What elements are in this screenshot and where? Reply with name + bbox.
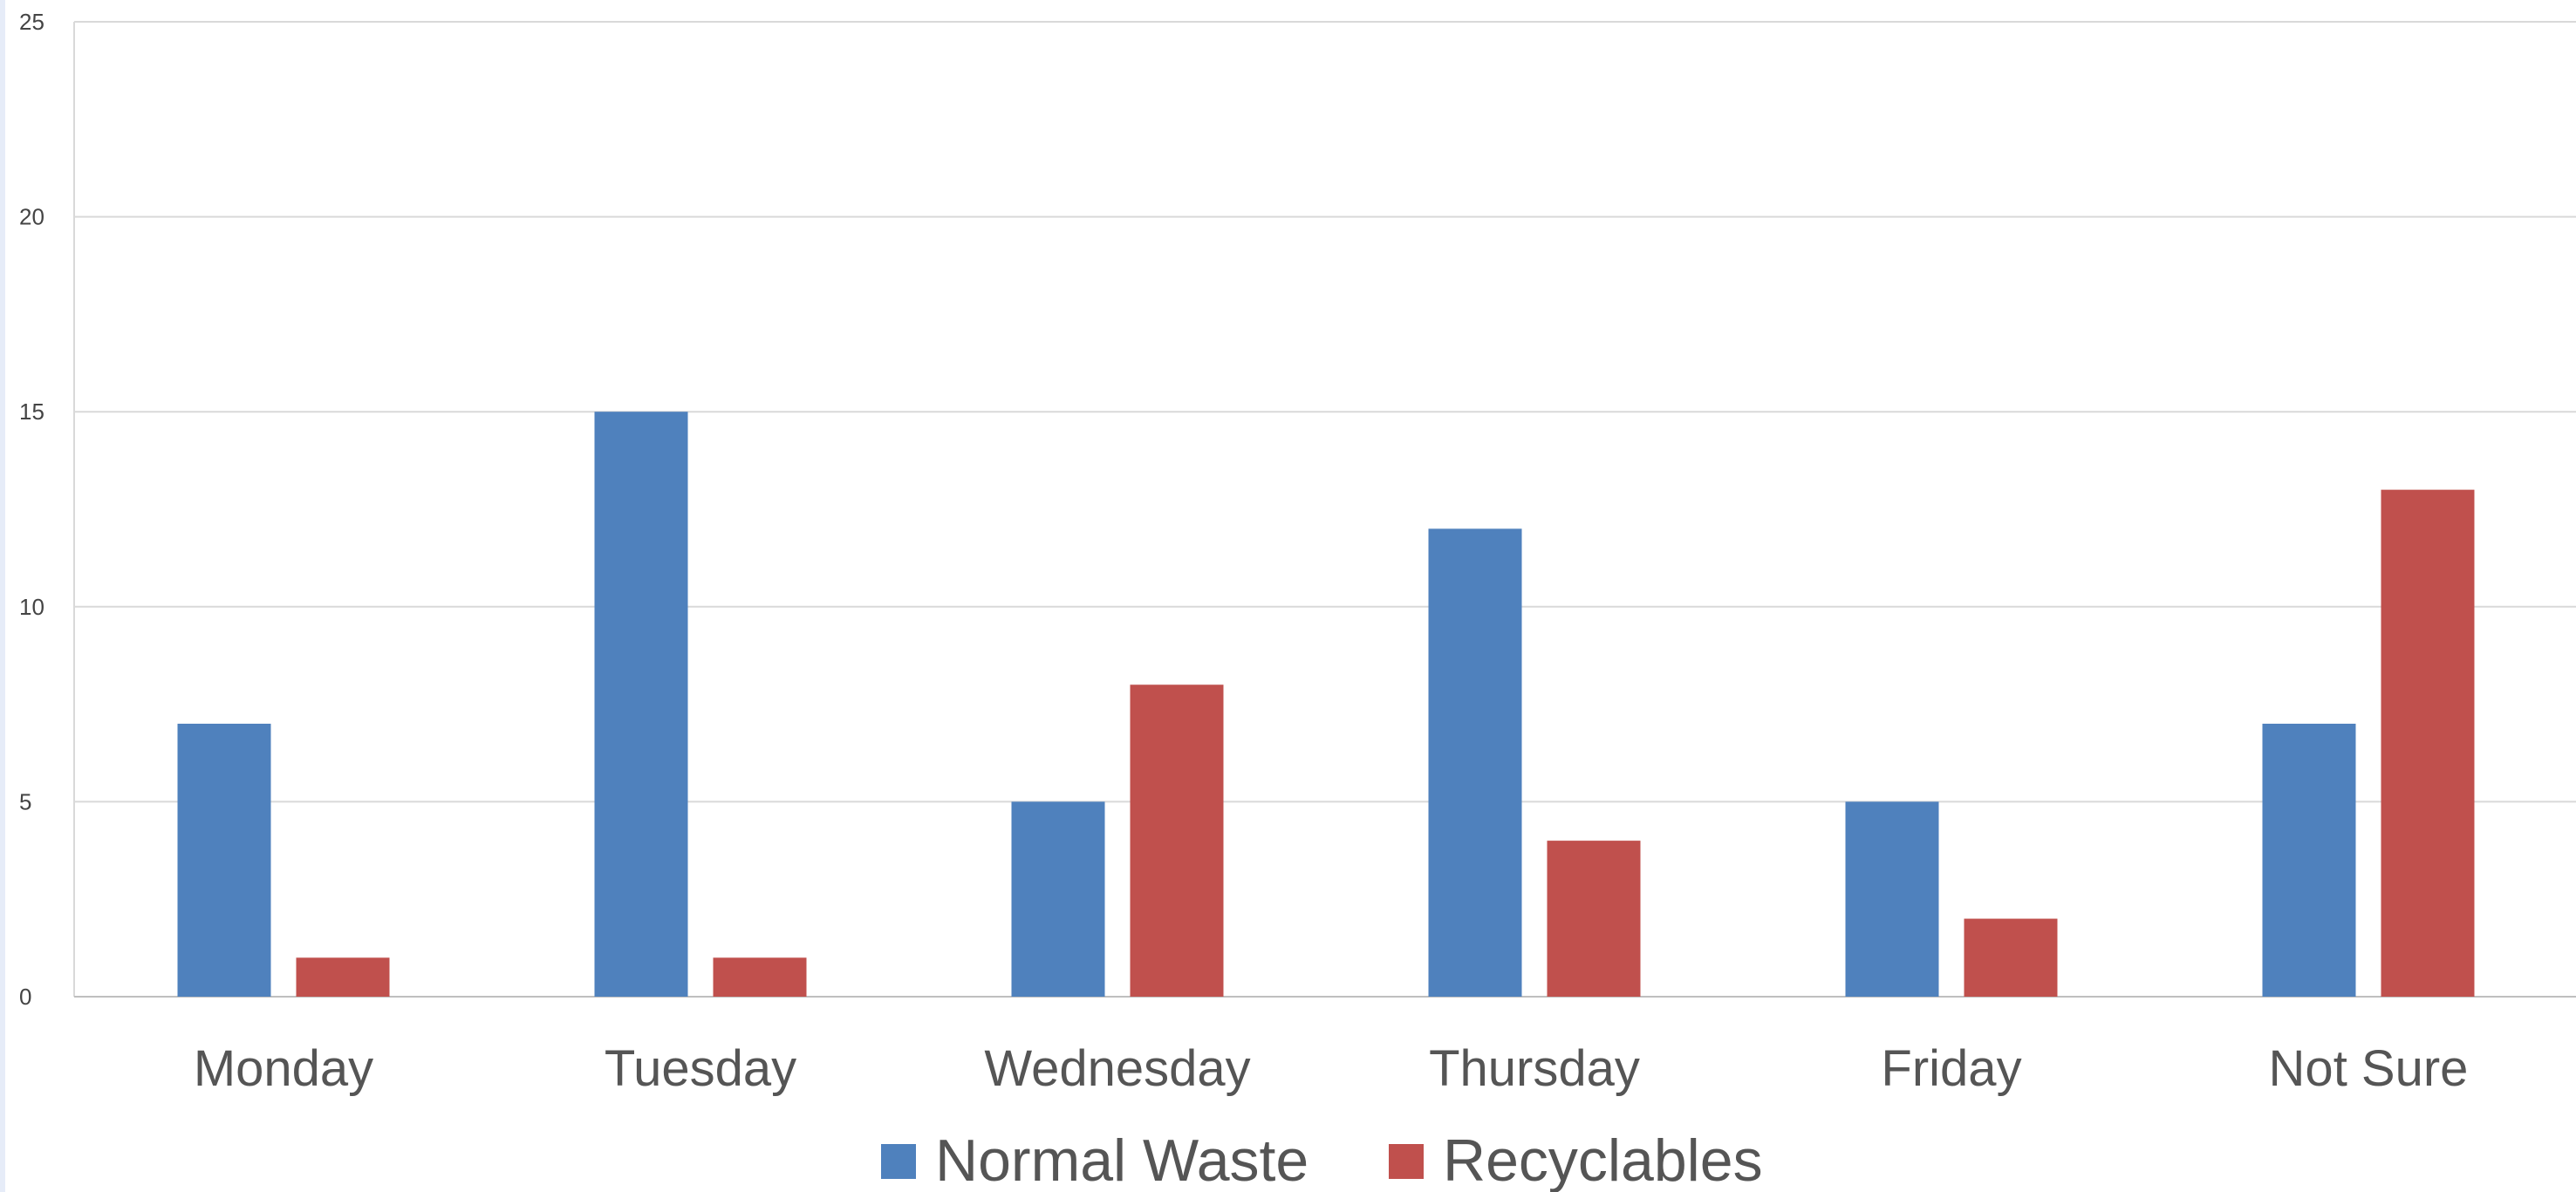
x-tick-label: Monday — [194, 1040, 373, 1097]
window-edge — [0, 0, 5, 1192]
bar-normal-waste-not-sure — [2262, 723, 2356, 997]
legend-label: Normal Waste — [935, 1127, 1308, 1192]
x-tick-label: Tuesday — [605, 1040, 796, 1097]
y-tick-label: 10 — [19, 594, 44, 620]
y-tick-label: 15 — [19, 398, 44, 425]
bar-normal-waste-tuesday — [594, 412, 688, 997]
x-tick-label: Friday — [1881, 1040, 2021, 1097]
gridlines — [73, 21, 2576, 998]
y-tick-label: 20 — [19, 204, 44, 230]
legend-label: Recyclables — [1443, 1127, 1763, 1192]
y-tick-label: 0 — [19, 984, 31, 1010]
legend: Normal Waste Recyclables — [881, 1127, 1763, 1192]
x-tick-label: Thursday — [1429, 1040, 1640, 1097]
y-tick-label: 25 — [19, 9, 44, 35]
y-tick-label: 5 — [19, 788, 31, 814]
bar-recyclables-friday — [1964, 918, 2058, 997]
x-tick-label: Not Sure — [2269, 1040, 2469, 1097]
x-tick-label: Wednesday — [984, 1040, 1250, 1097]
bar-normal-waste-wednesday — [1011, 801, 1105, 997]
bars — [177, 412, 2475, 997]
legend-swatch — [881, 1144, 916, 1179]
bar-recyclables-wednesday — [1130, 685, 1224, 997]
bar-recyclables-tuesday — [713, 957, 807, 997]
bar-recyclables-thursday — [1547, 841, 1641, 997]
bar-recyclables-monday — [296, 957, 390, 997]
y-axis-ticks: 0 5 10 15 20 25 — [19, 9, 44, 1010]
x-axis-ticks: Monday Tuesday Wednesday Thursday Friday Not … — [194, 1040, 2469, 1097]
legend-swatch — [1389, 1144, 1424, 1179]
bar-normal-waste-thursday — [1428, 528, 1522, 997]
bar-normal-waste-monday — [177, 723, 271, 997]
bar-normal-waste-friday — [1845, 801, 1939, 997]
bar-recyclables-not-sure — [2381, 489, 2475, 997]
